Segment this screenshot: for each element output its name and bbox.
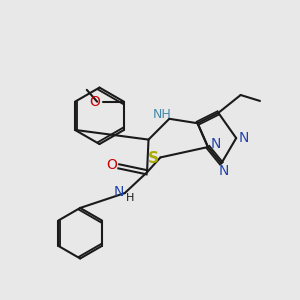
Text: N: N <box>114 184 124 199</box>
Text: N: N <box>210 137 220 151</box>
Text: O: O <box>89 95 100 109</box>
Text: O: O <box>106 158 117 172</box>
Text: N: N <box>239 131 249 145</box>
Text: NH: NH <box>152 108 171 121</box>
Text: N: N <box>219 164 230 178</box>
Text: H: H <box>126 194 134 203</box>
Text: S: S <box>148 152 158 166</box>
